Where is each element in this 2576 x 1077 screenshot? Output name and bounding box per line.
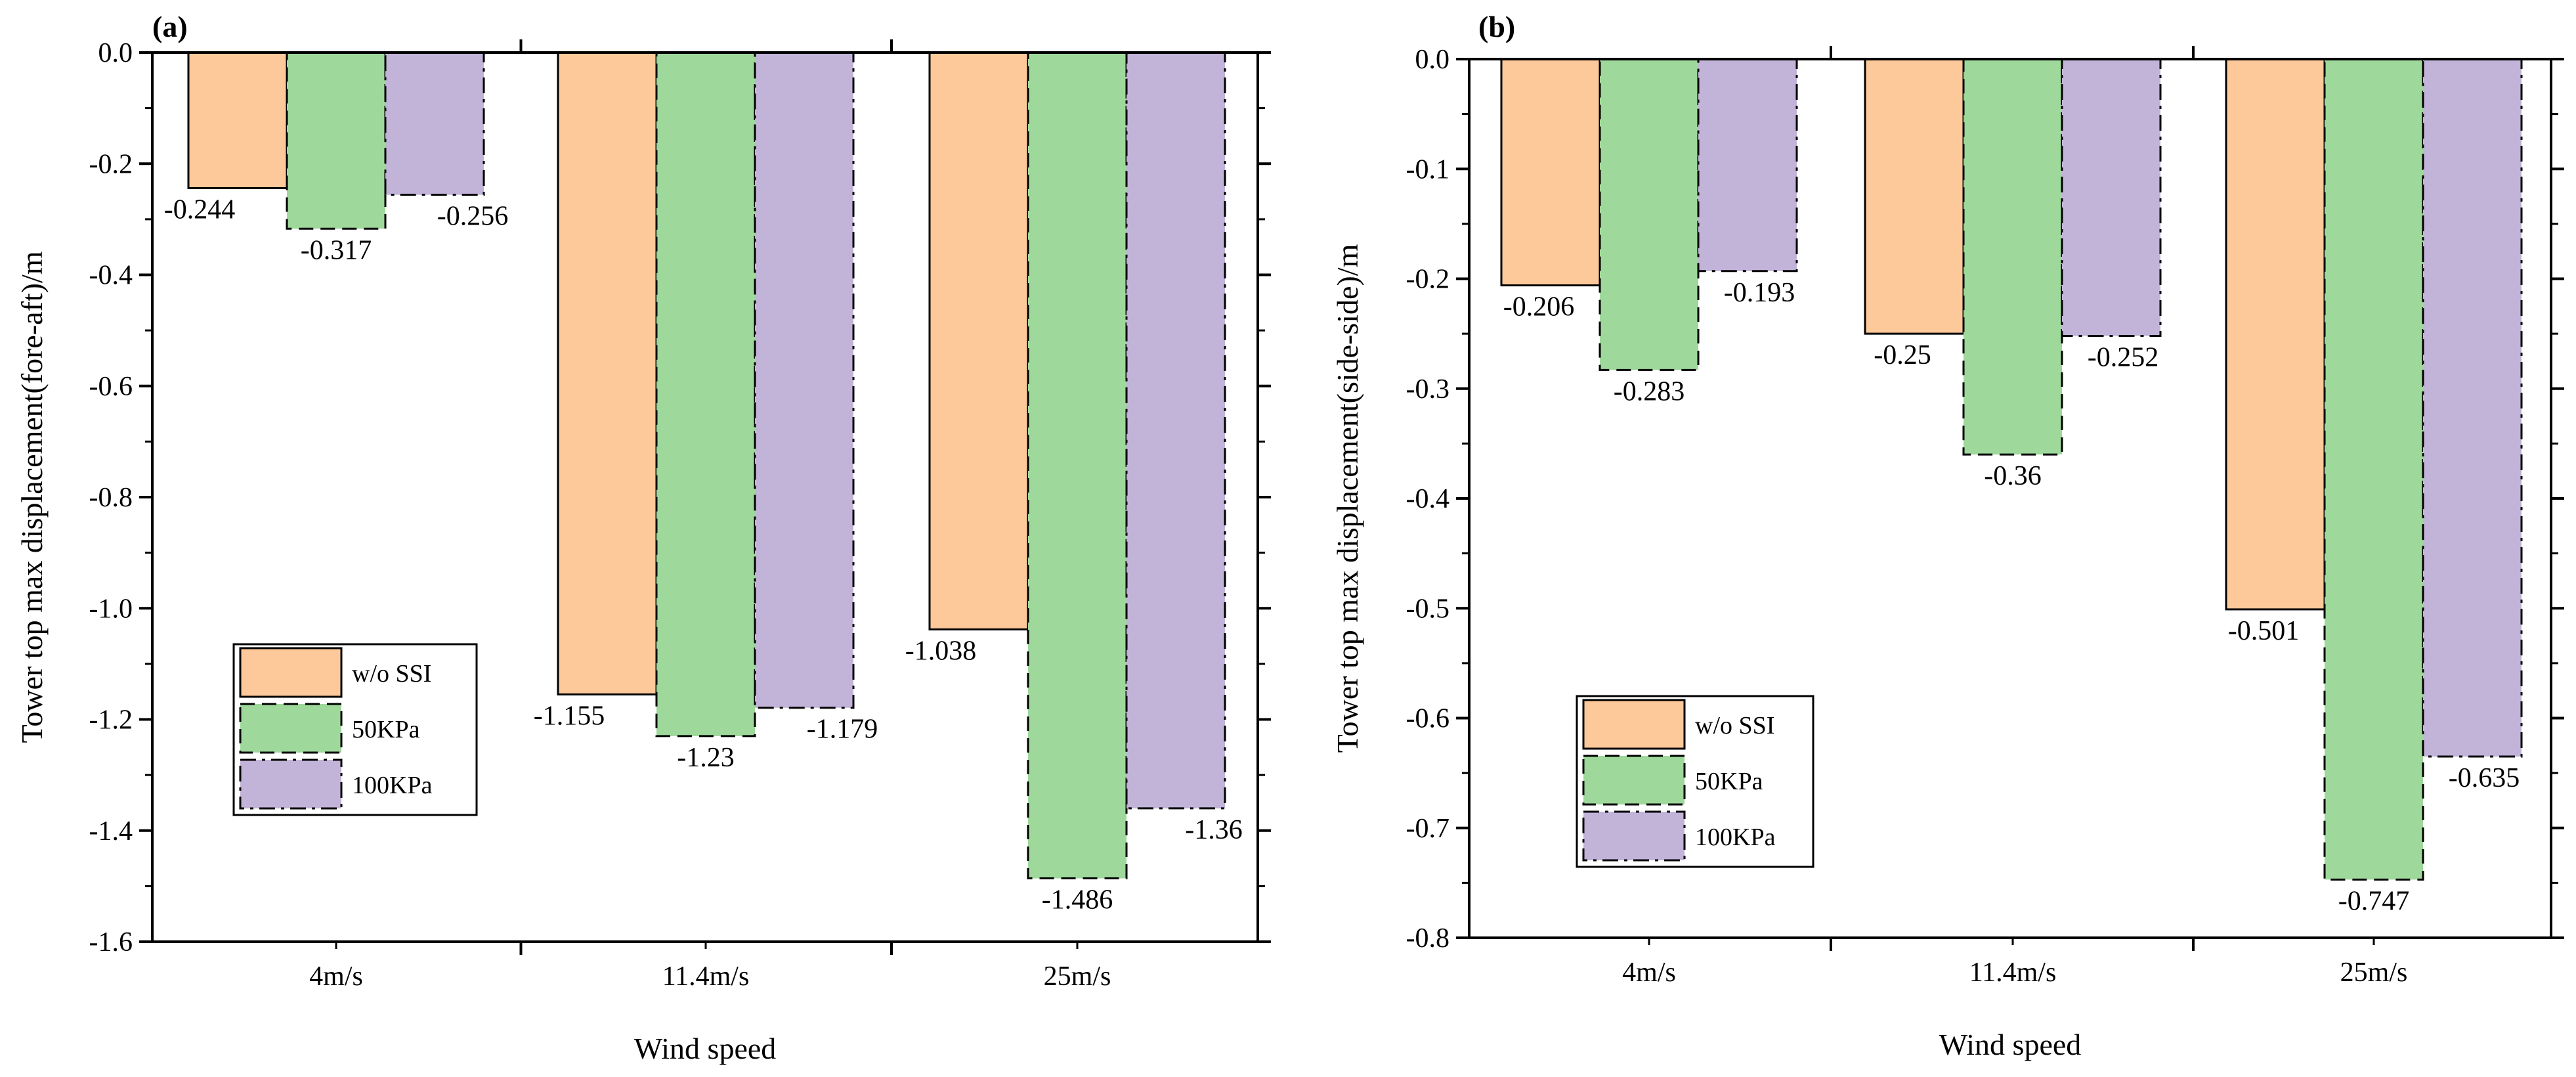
legend: w/o SSI 50KPa 100KPa (1576, 695, 1814, 868)
x-tick-label: 11.4m/s (1969, 957, 2057, 988)
bar-100kpa-4m-s (384, 51, 485, 196)
bar-100kpa-4m-s (1697, 58, 1798, 273)
bar-w-o-ssi-11-4m-s (557, 51, 658, 695)
bar-100kpa-11-4m-s (2061, 58, 2162, 337)
bar-100kpa-11-4m-s (754, 51, 855, 709)
y-axis-title: Tower top max displacement(side-side)/m (1331, 244, 1364, 753)
data-label: -0.244 (164, 194, 236, 225)
y-tick-label: -0.1 (1406, 154, 1450, 185)
data-label: -1.038 (905, 636, 977, 666)
bar-50kpa-4m-s (286, 51, 387, 230)
data-label: -0.256 (437, 202, 509, 232)
legend-swatch (239, 647, 343, 698)
data-label: -0.206 (1503, 292, 1575, 322)
y-tick-label: -0.4 (89, 261, 133, 291)
legend-label: w/o SSI (1695, 712, 1774, 739)
y-tick-label: 0.0 (1415, 45, 1450, 75)
y-axis-title: Tower top max displacement(fore-aft)/m (15, 251, 49, 743)
data-label: -0.747 (2338, 886, 2410, 916)
x-axis-title: Wind speed (634, 1032, 777, 1065)
bar-50kpa-25m-s (1027, 51, 1128, 880)
bar-w-o-ssi-25m-s (2225, 58, 2326, 611)
data-label: -1.36 (1185, 815, 1243, 845)
chart-panel-a: (a) -0.244 -0.317 -0.256 -1.155 -1.23 -1.179 -1… (15, 10, 1271, 1065)
legend-swatch (239, 758, 343, 810)
x-tick-label: 25m/s (2340, 957, 2408, 988)
legend-label: 50KPa (1695, 768, 1763, 795)
x-tick-label: 4m/s (309, 961, 363, 992)
legend-label: 50KPa (352, 716, 420, 743)
data-label: -0.635 (2449, 763, 2520, 793)
legend-swatch (1582, 810, 1686, 862)
bar-w-o-ssi-25m-s (928, 51, 1029, 630)
legend-label: w/o SSI (352, 660, 431, 688)
y-tick-label: -0.2 (89, 149, 133, 179)
data-label: -1.155 (534, 701, 605, 731)
bar-w-o-ssi-4m-s (187, 51, 288, 189)
y-tick-label: -1.6 (89, 927, 133, 957)
bar-w-o-ssi-4m-s (1500, 58, 1601, 287)
legend-swatch (239, 703, 343, 754)
y-tick-label: -0.6 (1406, 704, 1450, 734)
y-tick-label: -0.8 (1406, 923, 1450, 954)
x-tick-label: 4m/s (1622, 957, 1676, 988)
bar-100kpa-25m-s (2422, 58, 2523, 758)
data-label: -0.252 (2088, 342, 2159, 372)
y-tick-label: 0.0 (98, 38, 133, 68)
y-tick-label: -1.2 (89, 705, 133, 736)
bar-50kpa-11-4m-s (1962, 58, 2063, 456)
y-tick-label: -0.5 (1406, 594, 1450, 624)
y-tick-label: -1.4 (89, 816, 133, 846)
bar-w-o-ssi-11-4m-s (1864, 58, 1965, 335)
legend-swatch (1582, 755, 1686, 806)
data-label: -0.501 (2228, 616, 2300, 646)
data-label: -0.25 (1874, 340, 1931, 370)
y-tick-label: -1.0 (89, 594, 133, 624)
x-axis-title: Wind speed (1939, 1028, 2082, 1061)
chart-panel-b: (b) -0.206 -0.283 -0.193 -0.25 -0.36 -0.252 -0.… (1331, 10, 2564, 1061)
data-label: -1.486 (1042, 885, 1113, 915)
y-tick-label: -0.8 (89, 483, 133, 513)
data-label: -0.36 (1984, 461, 2042, 491)
data-label: -0.317 (301, 235, 372, 265)
bar-50kpa-11-4m-s (655, 51, 756, 737)
data-label: -1.179 (807, 714, 878, 745)
x-tick-label: 25m/s (1044, 961, 1111, 992)
y-tick-label: -0.4 (1406, 484, 1450, 514)
bar-50kpa-25m-s (2323, 58, 2424, 881)
legend-swatch (1582, 699, 1686, 750)
data-label: -0.283 (1614, 376, 1685, 407)
y-tick-label: -0.3 (1406, 374, 1450, 405)
data-label: -0.193 (1724, 278, 1795, 308)
panel-label: (b) (1478, 10, 1515, 43)
data-label: -1.23 (677, 743, 735, 773)
bar-50kpa-4m-s (1599, 58, 1700, 371)
y-tick-label: -0.7 (1406, 814, 1450, 844)
legend: w/o SSI 50KPa 100KPa (232, 643, 478, 816)
y-tick-label: -0.2 (1406, 265, 1450, 295)
panel-label: (a) (152, 10, 188, 43)
legend-label: 100KPa (1695, 824, 1776, 851)
bar-100kpa-25m-s (1125, 51, 1226, 810)
y-tick-label: -0.6 (89, 372, 133, 402)
legend-label: 100KPa (352, 772, 433, 799)
x-tick-label: 11.4m/s (662, 961, 750, 992)
